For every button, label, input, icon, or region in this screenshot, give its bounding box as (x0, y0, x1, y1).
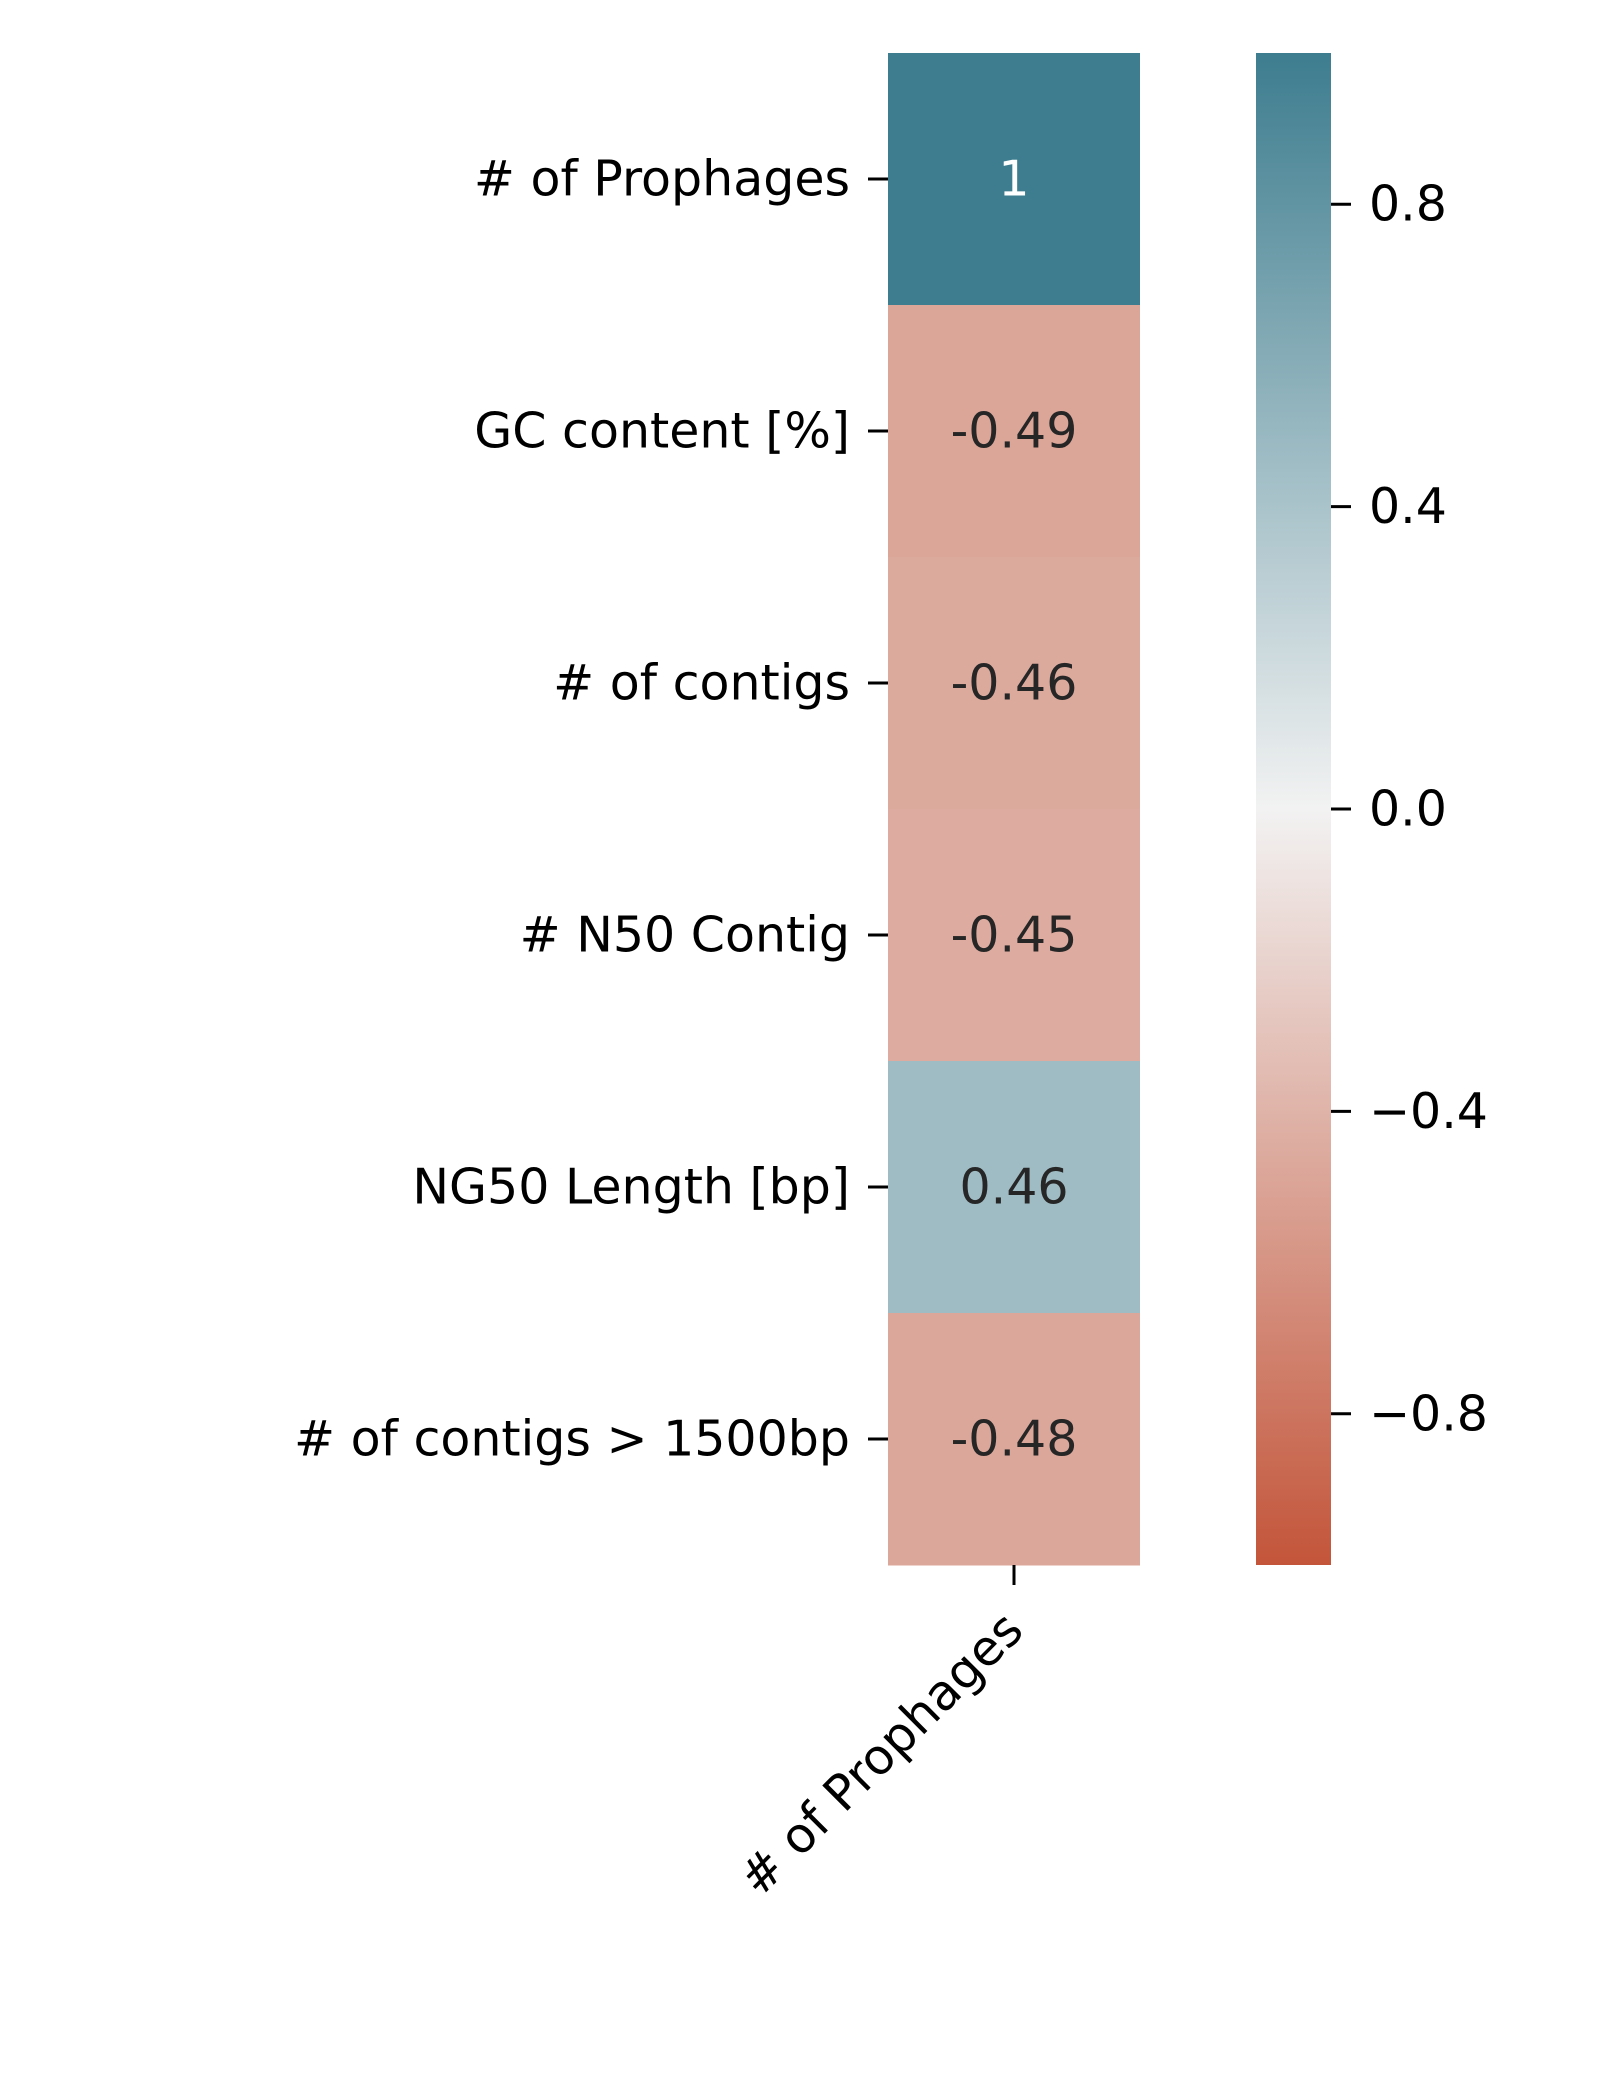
heatmap-cell (888, 1061, 1140, 1314)
heatmap-cell (888, 557, 1140, 810)
cell-value-label: 0.46 (959, 1159, 1068, 1216)
cell-value-label: -0.45 (951, 907, 1078, 964)
heatmap-cell (888, 1313, 1140, 1566)
x-axis: # of Prophages (728, 1565, 1034, 1907)
colorbar-tick-label: −0.4 (1369, 1083, 1488, 1140)
heatmap-cell (888, 305, 1140, 558)
cell-value-label: -0.46 (951, 655, 1078, 712)
y-axis: # of Prophages GC content [%] # of contigs… (294, 151, 888, 1468)
y-tick-label: GC content [%] (474, 403, 850, 460)
colorbar-tick-label: −0.8 (1369, 1385, 1488, 1442)
colorbar-gradient (1256, 53, 1331, 1565)
x-tick-label: # of Prophages (728, 1601, 1034, 1907)
y-tick-label: # of contigs (553, 655, 850, 712)
cell-value-label: 1 (998, 151, 1029, 208)
colorbar: 0.8 0.4 0.0 −0.4 −0.8 (1256, 53, 1488, 1565)
heatmap-cell (888, 53, 1140, 306)
colorbar-tick-label: 0.4 (1369, 478, 1447, 535)
y-tick-label: # of contigs > 1500bp (294, 1411, 850, 1468)
colorbar-ticks: 0.8 0.4 0.0 −0.4 −0.8 (1331, 176, 1488, 1442)
cell-value-label: -0.49 (951, 403, 1078, 460)
heatmap-cell (888, 809, 1140, 1062)
colorbar-tick-label: 0.8 (1369, 176, 1447, 233)
y-tick-label: # of Prophages (474, 151, 850, 208)
cell-value-label: -0.48 (951, 1411, 1078, 1468)
heatmap-cells (888, 53, 1140, 1566)
colorbar-tick-label: 0.0 (1369, 781, 1447, 838)
heatmap-cell-labels: 1 -0.49 -0.46 -0.45 0.46 -0.48 (951, 151, 1078, 1468)
y-tick-label: # N50 Contig (520, 907, 850, 964)
y-tick-label: NG50 Length [bp] (412, 1159, 850, 1216)
